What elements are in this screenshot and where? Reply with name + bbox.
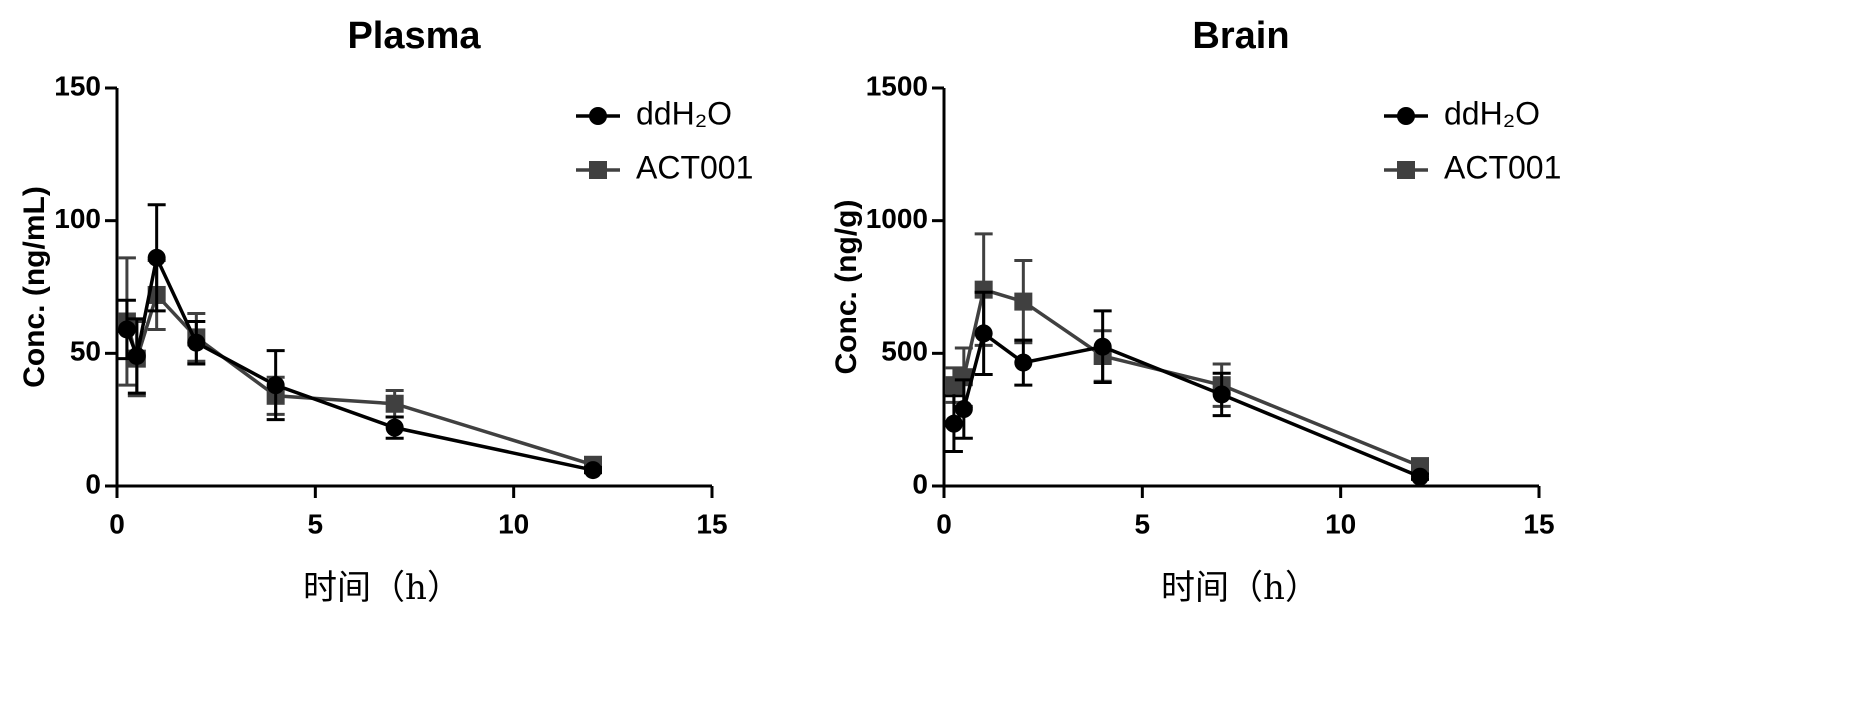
data-point (1014, 292, 1033, 311)
legend: ddH₂O ACT001 (1384, 95, 1561, 185)
x-tick-label: 0 (109, 508, 125, 539)
chart-title: Brain (1192, 15, 1289, 57)
data-point (954, 368, 973, 387)
data-point (1411, 467, 1429, 486)
x-tick-label: 15 (696, 508, 727, 539)
y-axis-label: Conc. (ng/mL) (18, 186, 51, 388)
series-ddh2o (117, 203, 602, 480)
series-act001 (117, 256, 602, 474)
x-tick-label: 15 (1523, 508, 1554, 539)
legend-item-act001: ACT001 (576, 149, 753, 185)
legend: ddH₂O ACT001 (576, 95, 753, 185)
y-tick-label: 1000 (866, 203, 928, 234)
data-point (1014, 353, 1033, 372)
data-point (385, 418, 404, 437)
data-point (974, 324, 993, 343)
y-tick-label: 100 (54, 203, 101, 234)
data-point (954, 400, 973, 419)
chart-title: Plasma (347, 15, 481, 57)
legend-label: ACT001 (1444, 149, 1561, 185)
series-ddh2o (944, 290, 1429, 486)
data-point (974, 280, 993, 299)
legend-marker (589, 107, 607, 125)
legend-marker (1397, 107, 1415, 125)
data-point (127, 346, 146, 365)
x-tick-label: 5 (308, 508, 324, 539)
data-point (1212, 385, 1231, 404)
data-point (187, 333, 206, 352)
x-tick-label: 5 (1135, 508, 1151, 539)
data-point (385, 394, 404, 413)
legend-label: ACT001 (636, 149, 753, 185)
data-point (266, 376, 285, 395)
legend-marker (1397, 161, 1415, 179)
data-point (944, 414, 963, 433)
y-tick-label: 50 (70, 336, 101, 367)
x-tick-label: 0 (936, 508, 952, 539)
x-tick-label: 10 (1325, 508, 1356, 539)
x-axis-label: 时间（h） (1161, 568, 1319, 608)
data-point (1093, 337, 1112, 356)
legend-label: ddH₂O (636, 95, 732, 131)
legend-marker (589, 161, 607, 179)
y-axis-label: Conc. (ng/g) (830, 200, 863, 375)
x-tick-label: 10 (498, 508, 529, 539)
y-tick-label: 0 (85, 468, 101, 499)
series-act001 (944, 232, 1429, 476)
chart-panel-1: Brain 0 500 1000 1500 0 5 10 15 Conc. (ng/g) 时间（h）… (830, 15, 1561, 608)
legend-item-ddh2o: ddH₂O (576, 95, 732, 131)
data-point (584, 461, 602, 480)
legend-label: ddH₂O (1444, 95, 1540, 131)
y-tick-label: 1500 (866, 70, 928, 101)
x-axis-label: 时间（h） (303, 568, 461, 608)
legend-item-ddh2o: ddH₂O (1384, 95, 1540, 131)
chart-panel-0: Plasma 0 50 100 150 0 5 10 15 Conc. (ng/mL) 时间（h） d… (18, 15, 753, 608)
data-point (117, 320, 136, 339)
y-tick-label: 0 (912, 468, 928, 499)
y-tick-label: 150 (54, 70, 101, 101)
legend-item-act001: ACT001 (1384, 149, 1561, 185)
y-tick-label: 500 (881, 336, 928, 367)
data-point (147, 248, 166, 267)
